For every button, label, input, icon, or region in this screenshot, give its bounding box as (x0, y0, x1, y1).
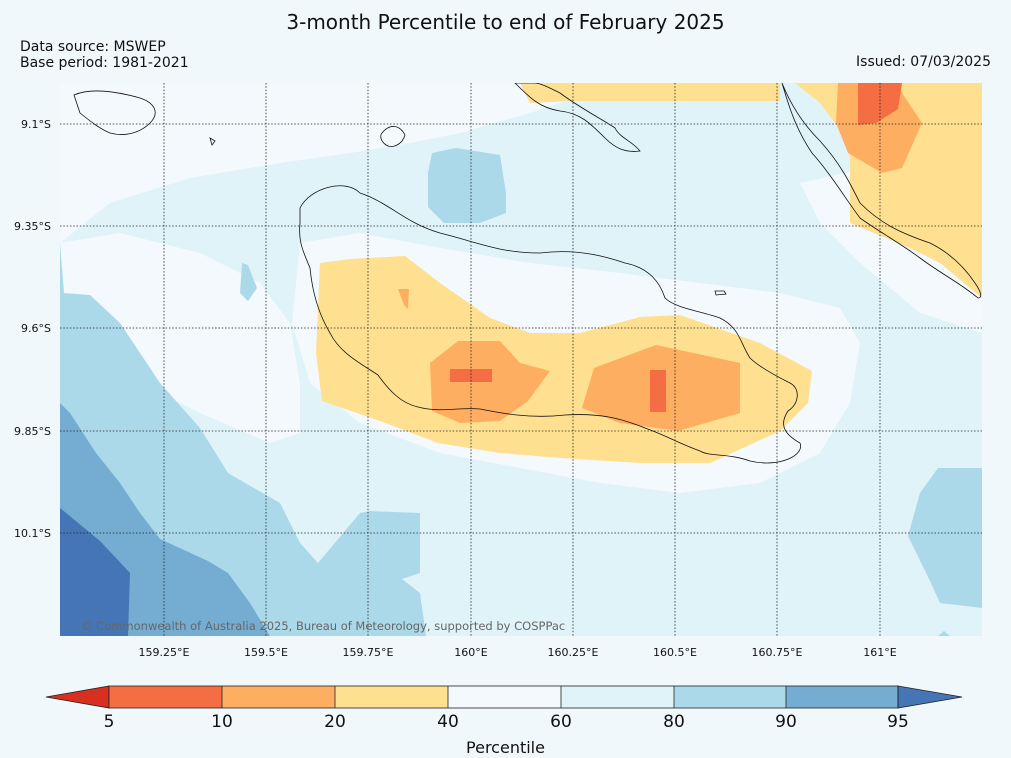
region-10-20-northeast (836, 83, 922, 173)
lat-label: 9.6°S (21, 322, 51, 335)
coastlines (73, 83, 982, 464)
metadata-left: Data source: MSWEP Base period: 1981-202… (20, 39, 189, 71)
colorbar-segment-60-80 (561, 686, 674, 708)
region-gt95-southwest (60, 508, 130, 636)
region-80-90-speck (240, 263, 257, 301)
colorbar-tick: 5 (103, 712, 115, 732)
map-title: 3-month Percentile to end of February 20… (286, 10, 725, 34)
lon-label: 159.25°E (138, 646, 190, 659)
lon-label: 160.75°E (751, 646, 803, 659)
lon-label: 160°E (454, 646, 488, 659)
region-80-90-north (428, 148, 506, 223)
islet-speck (209, 137, 216, 146)
guadalcanal-coast (299, 185, 801, 464)
region-80-90-east-speck (938, 631, 950, 636)
region-5-10-west (450, 369, 492, 382)
ngella-coast (514, 83, 641, 152)
map-canvas (60, 83, 982, 636)
colorbar-label: Percentile (466, 738, 545, 757)
islet-speck-2 (714, 290, 727, 296)
colorbar-tick: 90 (775, 712, 797, 732)
colorbar-segment-lt5 (45, 685, 110, 709)
lon-label: 159.5°E (244, 646, 288, 659)
lon-label: 159.75°E (342, 646, 394, 659)
islet-coast (380, 126, 406, 147)
percentile-map (60, 83, 982, 636)
region-10-20-speck (398, 289, 409, 309)
colorbar-tick: 10 (211, 712, 233, 732)
lon-label: 160.5°E (653, 646, 697, 659)
colorbar-tick: 95 (887, 712, 909, 732)
copyright-notice: © Commonwealth of Australia 2025, Bureau… (81, 619, 566, 633)
colorbar-segment-gt95 (897, 685, 963, 709)
colorbar-outline (108, 685, 899, 709)
region-80-90-east (908, 468, 982, 608)
lat-label: 9.1°S (21, 118, 51, 131)
colorbar-segment-10-20 (222, 686, 335, 708)
colorbar-dividers (221, 686, 787, 708)
malaita-coast (781, 83, 982, 299)
colorbar-segment-5-10 (109, 686, 222, 708)
data-source: Data source: MSWEP (20, 39, 166, 55)
colorbar-segment-90-95 (786, 686, 898, 708)
colorbar-tick: 60 (550, 712, 572, 732)
colorbar (45, 685, 963, 709)
colorbar-tick: 20 (324, 712, 346, 732)
lon-label: 161°E (863, 646, 897, 659)
russell-islands-coast (73, 90, 156, 135)
lon-label: 160.25°E (547, 646, 599, 659)
colorbar-segment-20-40 (335, 686, 448, 708)
lat-label: 10.1°S (14, 527, 51, 540)
colorbar-tick: 40 (437, 712, 459, 732)
colorbar-segment-80-90 (674, 686, 786, 708)
lat-label: 9.35°S (14, 220, 51, 233)
issued-date: Issued: 07/03/2025 (856, 54, 991, 70)
colorbar-segment-40-60 (448, 686, 561, 708)
region-40-60-lower (60, 233, 300, 443)
base-period: Base period: 1981-2021 (20, 55, 189, 71)
lat-label: 9.85°S (14, 425, 51, 438)
region-20-40-north (520, 83, 780, 103)
colorbar-tick: 80 (663, 712, 685, 732)
region-5-10-east (650, 370, 666, 412)
